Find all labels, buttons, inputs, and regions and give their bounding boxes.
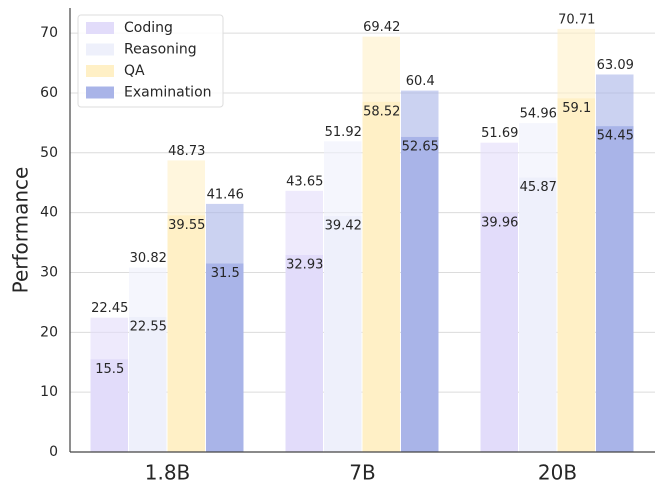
x-tick-label: 20B [538, 461, 577, 485]
inner-bar [285, 254, 323, 452]
value-label: 54.96 [520, 107, 557, 122]
y-tick-label: 20 [40, 324, 58, 340]
legend-label: Coding [124, 20, 173, 36]
inner-bar [324, 216, 362, 452]
inner-bar [206, 263, 244, 452]
inner-bar [167, 215, 205, 452]
inner-value-label: 39.96 [481, 215, 518, 230]
inner-value-label: 22.55 [130, 320, 167, 335]
inner-bar [519, 177, 557, 452]
inner-value-label: 39.42 [325, 219, 362, 234]
inner-value-label: 31.5 [211, 266, 240, 281]
y-tick-label: 0 [49, 444, 58, 460]
value-label: 63.09 [597, 58, 634, 73]
legend-label: Examination [124, 85, 212, 101]
inner-bar [596, 126, 634, 452]
value-label: 51.92 [325, 125, 362, 140]
y-tick-label: 40 [40, 205, 58, 221]
y-tick-label: 30 [40, 264, 58, 280]
inner-bar [401, 136, 439, 452]
legend-label: Reasoning [124, 42, 197, 58]
inner-value-label: 39.55 [168, 218, 205, 233]
y-tick-label: 10 [40, 384, 58, 400]
legend-box [77, 14, 224, 108]
value-label: 43.65 [286, 174, 323, 189]
inner-bar [129, 317, 167, 452]
value-label: 22.45 [91, 301, 128, 316]
legend-swatch [86, 86, 114, 99]
x-tick-label: 1.8B [145, 461, 191, 485]
inner-value-label: 58.52 [363, 104, 400, 119]
legend-swatch [86, 22, 114, 34]
x-tick-label: 7B [349, 461, 375, 485]
y-tick-label: 60 [40, 85, 58, 101]
value-label: 60.4 [406, 74, 435, 89]
value-label: 69.42 [363, 20, 400, 35]
value-label: 70.71 [558, 12, 595, 27]
inner-value-label: 15.5 [95, 362, 124, 377]
value-label: 41.46 [207, 187, 244, 202]
inner-value-label: 52.65 [402, 139, 439, 154]
inner-value-label: 54.45 [597, 129, 634, 144]
inner-bar [90, 359, 128, 452]
y-axis-label: Performance [9, 167, 33, 294]
inner-value-label: 32.93 [286, 257, 323, 272]
y-tick-label: 50 [40, 145, 58, 161]
inner-value-label: 45.87 [520, 180, 557, 195]
inner-value-label: 59.1 [562, 101, 591, 116]
legend-swatch [86, 65, 114, 77]
legend-label: QA [124, 63, 145, 79]
value-label: 48.73 [168, 144, 205, 159]
legend-swatch [86, 43, 114, 56]
inner-bar [557, 98, 595, 452]
value-label: 30.82 [130, 251, 167, 266]
y-tick-label: 70 [40, 25, 58, 41]
value-label: 51.69 [481, 126, 518, 141]
inner-bar [362, 101, 400, 452]
inner-bar [480, 212, 518, 452]
